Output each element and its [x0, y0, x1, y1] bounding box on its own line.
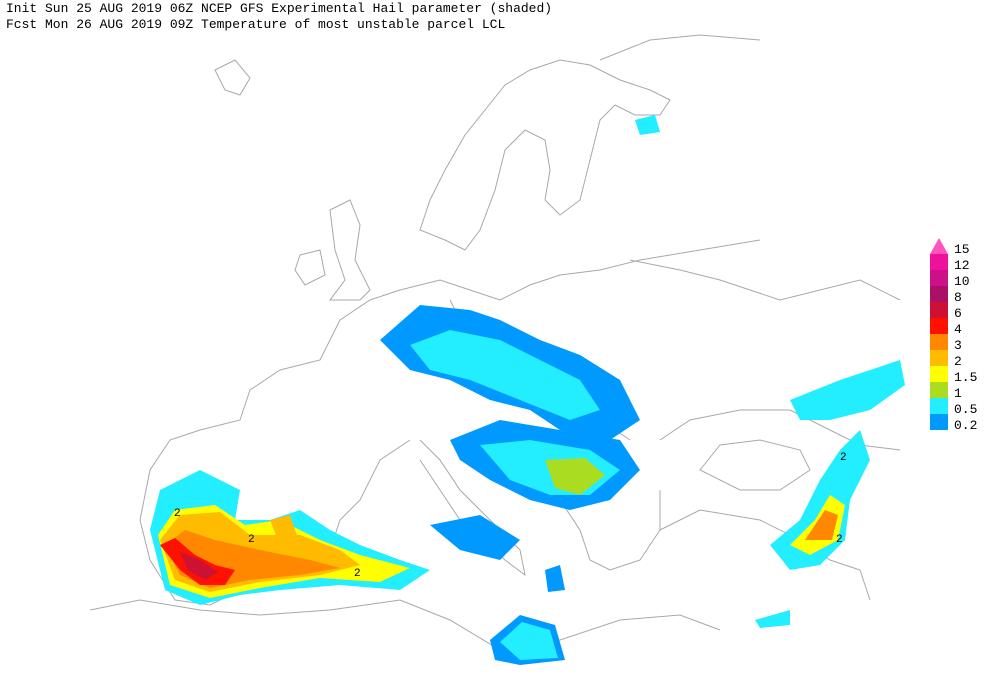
legend-swatch	[930, 286, 948, 302]
contour-label: 2	[840, 452, 847, 464]
legend-swatch	[930, 254, 948, 270]
legend-swatch	[930, 302, 948, 318]
legend-swatch	[930, 414, 948, 430]
legend-label: 10	[954, 274, 970, 289]
legend-label: 6	[954, 306, 962, 321]
legend-swatch	[930, 318, 948, 334]
contour-label: 2	[836, 534, 843, 546]
contour-labels: 2 2 2 2 2	[174, 452, 847, 580]
legend-label: 12	[954, 258, 970, 273]
legend-swatch	[930, 334, 948, 350]
legend-swatch	[930, 398, 948, 414]
legend-swatch	[930, 270, 948, 286]
legend-swatch	[930, 238, 948, 254]
legend-label: 3	[954, 338, 962, 353]
legend-swatch	[930, 382, 948, 398]
legend-swatch	[930, 366, 948, 382]
legend-swatch	[930, 350, 948, 366]
contour-label: 2	[174, 508, 181, 520]
header-line: Init Sun 25 AUG 2019 06Z NCEP GFS Experi…	[6, 1, 552, 16]
legend-label: 4	[954, 322, 962, 337]
contour-label: 2	[354, 568, 361, 580]
legend-label: 1	[954, 386, 962, 401]
legend-label: 0.2	[954, 418, 977, 433]
contour-label: 2	[248, 534, 255, 546]
legend-label: 8	[954, 290, 962, 305]
hail-shading	[150, 115, 905, 665]
legend-label: 15	[954, 242, 970, 257]
legend-label: 2	[954, 354, 962, 369]
header-line: Fcst Mon 26 AUG 2019 09Z Temperature of …	[6, 17, 505, 32]
legend-label: 1.5	[954, 370, 977, 385]
legend-label: 0.5	[954, 402, 977, 417]
